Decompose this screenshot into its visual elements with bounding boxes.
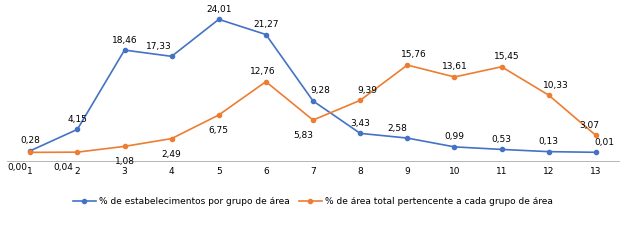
Text: 24,01: 24,01 <box>206 5 232 14</box>
Text: 15,45: 15,45 <box>494 52 520 61</box>
% de área total pertencente a cada grupo de área <box>262 80 270 83</box>
Text: 13,61: 13,61 <box>442 62 467 72</box>
Text: 17,33: 17,33 <box>146 42 172 51</box>
% de estabelecimentos por grupo de área <box>592 151 600 154</box>
Text: 0,28: 0,28 <box>21 136 40 145</box>
Text: 9,28: 9,28 <box>310 86 330 95</box>
% de estabelecimentos por grupo de área <box>121 49 129 52</box>
% de estabelecimentos por grupo de área <box>356 132 364 135</box>
% de estabelecimentos por grupo de área <box>168 55 175 58</box>
Text: 9,39: 9,39 <box>357 86 377 95</box>
Text: 0,53: 0,53 <box>492 135 512 144</box>
% de estabelecimentos por grupo de área <box>26 149 34 152</box>
% de área total pertencente a cada grupo de área <box>121 145 129 148</box>
Text: 4,15: 4,15 <box>67 115 87 124</box>
% de estabelecimentos por grupo de área <box>498 148 505 151</box>
% de estabelecimentos por grupo de área <box>215 18 223 21</box>
% de área total pertencente a cada grupo de área <box>74 151 81 153</box>
Text: 2,58: 2,58 <box>388 123 407 133</box>
Text: 3,43: 3,43 <box>350 119 370 128</box>
Text: 6,75: 6,75 <box>209 126 229 135</box>
% de área total pertencente a cada grupo de área <box>545 94 552 96</box>
Line: % de área total pertencente a cada grupo de área: % de área total pertencente a cada grupo… <box>28 63 598 154</box>
Line: % de estabelecimentos por grupo de área: % de estabelecimentos por grupo de área <box>28 17 598 154</box>
Text: 15,76: 15,76 <box>401 50 427 59</box>
% de estabelecimentos por grupo de área <box>310 100 317 102</box>
Text: 0,00: 0,00 <box>7 163 27 173</box>
% de área total pertencente a cada grupo de área <box>356 99 364 102</box>
Text: 1,08: 1,08 <box>115 158 135 166</box>
% de estabelecimentos por grupo de área <box>74 128 81 131</box>
Text: 0,01: 0,01 <box>594 138 614 147</box>
% de área total pertencente a cada grupo de área <box>215 114 223 116</box>
% de área total pertencente a cada grupo de área <box>592 134 600 137</box>
% de área total pertencente a cada grupo de área <box>26 151 34 154</box>
% de área total pertencente a cada grupo de área <box>168 137 175 140</box>
% de estabelecimentos por grupo de área <box>451 146 458 148</box>
% de área total pertencente a cada grupo de área <box>404 64 411 67</box>
Text: 0,13: 0,13 <box>539 137 558 146</box>
Legend: % de estabelecimentos por grupo de área, % de área total pertencente a cada grup: % de estabelecimentos por grupo de área,… <box>69 194 557 210</box>
Text: 21,27: 21,27 <box>253 20 279 29</box>
% de área total pertencente a cada grupo de área <box>310 119 317 121</box>
Text: 2,49: 2,49 <box>162 150 182 159</box>
% de estabelecimentos por grupo de área <box>404 137 411 139</box>
Text: 0,04: 0,04 <box>54 163 74 172</box>
Text: 18,46: 18,46 <box>112 36 137 44</box>
Text: 0,99: 0,99 <box>444 132 464 141</box>
% de estabelecimentos por grupo de área <box>545 150 552 153</box>
% de área total pertencente a cada grupo de área <box>498 65 505 68</box>
Text: 10,33: 10,33 <box>543 81 568 90</box>
% de estabelecimentos por grupo de área <box>262 33 270 36</box>
Text: 12,76: 12,76 <box>250 67 276 76</box>
Text: 5,83: 5,83 <box>293 131 313 140</box>
% de área total pertencente a cada grupo de área <box>451 76 458 78</box>
Text: 3,07: 3,07 <box>579 121 599 130</box>
